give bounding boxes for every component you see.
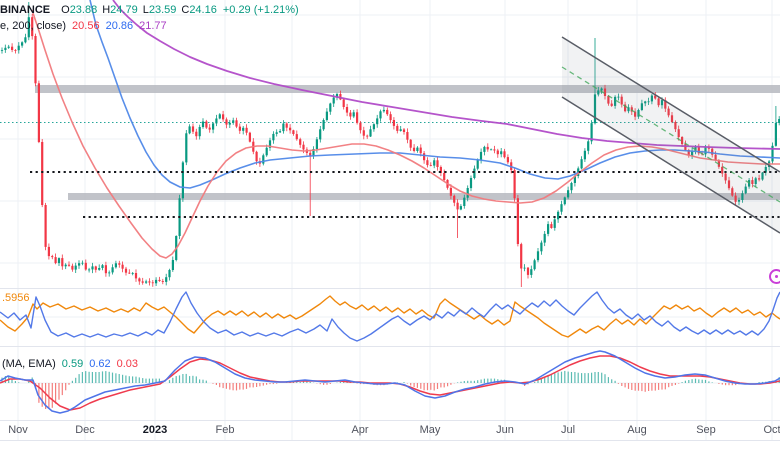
time-axis-label: Nov bbox=[8, 424, 28, 436]
indicator1-value: .5956 bbox=[2, 292, 30, 304]
indicator1-legend[interactable]: .5956 bbox=[2, 292, 30, 305]
close-label: C bbox=[181, 4, 190, 16]
time-axis-label: Dec bbox=[75, 424, 95, 436]
change-value: +0.29 (+1.21%) bbox=[222, 4, 299, 16]
time-axis-label: Oct bbox=[763, 424, 780, 436]
edge-badge-icon[interactable] bbox=[769, 269, 780, 284]
macd-legend-prefix: (MA, EMA) bbox=[2, 358, 56, 370]
time-axis-label: May bbox=[419, 424, 441, 436]
time-axis-label: Jul bbox=[560, 424, 576, 436]
high-value: 24.79 bbox=[110, 4, 138, 16]
close-value: 24.16 bbox=[189, 4, 217, 16]
ma-fast-value: 20.56 bbox=[72, 20, 100, 32]
ma-slow-value: 21.77 bbox=[139, 20, 167, 32]
ma-legend[interactable]: e, 200, close) 20.56 20.86 21.77 bbox=[0, 20, 167, 33]
ma-mid-value: 20.86 bbox=[105, 20, 134, 32]
ma-legend-prefix: e, 200, close) bbox=[0, 20, 67, 32]
time-axis[interactable]: Nov Dec 2023 Feb Apr May Jun Jul Aug Sep Oct bbox=[0, 421, 780, 440]
time-axis-label: 2023 bbox=[142, 424, 168, 436]
macd-line-value: 0.62 bbox=[89, 358, 111, 370]
time-axis-label: Feb bbox=[215, 424, 235, 436]
time-axis-label: Apr bbox=[351, 424, 369, 436]
macd-signal-value: 0.03 bbox=[116, 358, 139, 370]
symbol-name: BINANCE bbox=[0, 4, 51, 16]
macd-histogram-layer bbox=[1, 370, 780, 409]
low-label: L bbox=[142, 4, 149, 16]
macd-hist-value: 0.59 bbox=[61, 358, 84, 370]
symbol-ohlc-legend[interactable]: BINANCE O23.88 H24.79 L23.59 C24.16 +0.29 (+1… bbox=[0, 4, 299, 17]
open-label: O bbox=[61, 4, 70, 16]
low-value: 23.59 bbox=[148, 4, 177, 16]
macd-legend[interactable]: (MA, EMA) 0.59 0.62 0.03 bbox=[2, 358, 138, 371]
open-value: 23.88 bbox=[69, 4, 98, 16]
time-axis-label: Sep bbox=[696, 424, 716, 436]
time-axis-label: Jun bbox=[496, 424, 514, 436]
high-label: H bbox=[102, 4, 111, 16]
time-axis-label: Aug bbox=[627, 424, 647, 436]
